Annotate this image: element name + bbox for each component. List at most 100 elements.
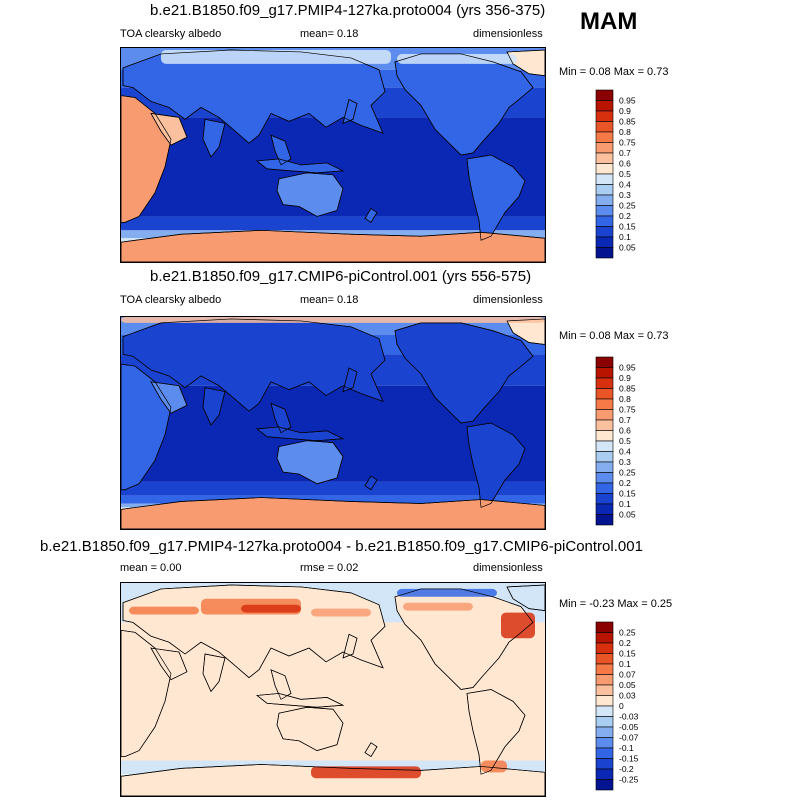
colorbar-swatch [595, 409, 614, 421]
ocean-band [121, 495, 545, 504]
colorbar-swatch [595, 482, 614, 494]
coastline-africa [121, 95, 172, 223]
colorbar-swatch [595, 663, 614, 675]
colorbar-svg: 0.950.90.850.80.750.70.60.50.40.30.250.2… [595, 356, 636, 526]
colorbar-label: 0.75 [619, 405, 636, 415]
colorbar-label: -0.25 [619, 775, 639, 785]
coastline-samerica [466, 689, 526, 775]
colorbar-label: -0.1 [619, 743, 634, 753]
colorbar-label: 0.95 [619, 96, 636, 106]
coastline-greenland [506, 49, 545, 77]
colorbar-label: 0.5 [619, 169, 631, 179]
colorbar-label: 0.7 [619, 148, 631, 158]
coastline-namerica [394, 53, 534, 156]
coastline-japan [342, 367, 358, 393]
colorbar-swatch [595, 173, 614, 185]
field-patch [397, 53, 517, 64]
panel-2-left-text: TOA clearsky albedo [120, 294, 222, 306]
colorbar-swatch [595, 684, 614, 696]
coastline-africa [121, 629, 172, 757]
coastline-asia [122, 49, 386, 144]
colorbar-label: 0.3 [619, 457, 631, 467]
map-svg [121, 48, 545, 262]
map-svg [121, 583, 545, 796]
colorbar-swatch [595, 110, 614, 122]
coastline-samerica [466, 422, 526, 508]
panel-3-map [120, 582, 546, 797]
colorbar-label: -0.15 [619, 754, 639, 764]
coastline-indonesia [256, 426, 345, 442]
colorbar-swatch [595, 440, 614, 452]
colorbar-swatch [595, 377, 614, 389]
coastline-arabia [150, 381, 188, 414]
panel-3-minmax: Min = -0.23 Max = 0.25 [559, 598, 673, 610]
field-patch [161, 49, 391, 64]
colorbar-label: 0.2 [619, 638, 631, 648]
coastline-antarctica [121, 497, 545, 529]
coastline-antarctica [121, 229, 545, 262]
colorbar-svg: 0.250.20.150.10.070.050.030-0.03-0.05-0.… [595, 621, 639, 791]
coastline-namerica [394, 588, 534, 690]
field-patch [129, 606, 199, 615]
ocean-band [121, 216, 545, 231]
colorbar-label: 0.07 [619, 670, 636, 680]
coastline-indonesia [256, 158, 345, 174]
colorbar-label: 0.25 [619, 628, 636, 638]
coastline-arabia [150, 647, 188, 681]
colorbar-label: 0.05 [619, 510, 636, 520]
coastline-nz [364, 742, 378, 758]
panel-2-minmax: Min = 0.08 Max = 0.73 [559, 330, 669, 342]
season-label: MAM [580, 8, 638, 35]
panel-1-map [120, 47, 546, 263]
colorbar-label: 0.15 [619, 489, 636, 499]
colorbar-swatch [595, 205, 614, 217]
panel-1-mean: mean= 0.18 [300, 28, 359, 40]
coastline-antarctica [121, 764, 545, 796]
coastline-nz [364, 475, 378, 491]
colorbar-swatch [595, 215, 614, 227]
colorbar-label: 0 [619, 701, 624, 711]
colorbar-swatch [595, 716, 614, 728]
panel-2-title: b.e21.B1850.f09_g17.CMIP6-piControl.001 … [150, 268, 532, 285]
coastline-australia [276, 440, 344, 485]
colorbar-swatch [595, 419, 614, 431]
colorbar-label: 0.15 [619, 649, 636, 659]
field-patch [311, 766, 421, 779]
panel-3-mean: mean = 0.00 [120, 562, 182, 574]
panel-1-title: b.e21.B1850.f09_g17.PMIP4-127ka.proto004… [150, 2, 546, 19]
colorbar-swatch [595, 726, 614, 738]
coastline-nz [364, 208, 378, 223]
colorbar-swatch [595, 705, 614, 717]
colorbar-swatch [595, 503, 614, 515]
colorbar-label: 0.5 [619, 436, 631, 446]
colorbar-swatch [595, 121, 614, 133]
field-patch [397, 588, 497, 597]
coastline-australia [276, 706, 344, 752]
colorbar-swatch [595, 451, 614, 463]
colorbar-label: 0.1 [619, 659, 631, 669]
colorbar-label: 0.8 [619, 127, 631, 137]
colorbar-svg: 0.950.90.850.80.750.70.60.50.40.30.250.2… [595, 89, 636, 259]
coastline-asia [122, 584, 386, 679]
coastline-samerica [466, 154, 526, 241]
colorbar-swatch [595, 695, 614, 707]
colorbar-label: 0.2 [619, 211, 631, 221]
field-patch [241, 604, 301, 613]
panel-2-colorbar: 0.95 0.9 0.85 0.8 0.75 0.7 0.6 0.5 0.4 0.3 0.25 0.2… [595, 356, 666, 527]
colorbar-label: -0.05 [619, 722, 639, 732]
colorbar-label: 0.9 [619, 106, 631, 116]
colorbar-label: 0.25 [619, 468, 636, 478]
landmass-antarctica [121, 497, 545, 529]
coastline-indonesia [256, 693, 345, 708]
colorbar-swatch [595, 236, 614, 248]
colorbar-label: 0.2 [619, 478, 631, 488]
colorbar-label: 0.85 [619, 384, 636, 394]
colorbar-swatch [595, 388, 614, 400]
coastline-greenland [506, 318, 545, 345]
colorbar-label: -0.2 [619, 764, 634, 774]
colorbar-swatch [595, 674, 614, 686]
field-patch [121, 317, 545, 323]
coastline-arabia [150, 112, 188, 146]
landmass-antarctica [121, 229, 545, 262]
colorbar-swatch [595, 493, 614, 505]
